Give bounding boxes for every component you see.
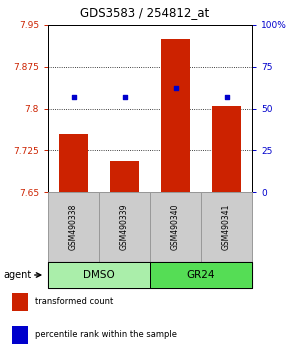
Text: GSM490340: GSM490340: [171, 204, 180, 250]
Bar: [48, 192, 99, 262]
Text: percentile rank within the sample: percentile rank within the sample: [35, 330, 177, 339]
Point: [122, 94, 127, 99]
Text: agent: agent: [3, 270, 31, 280]
Bar: [213, 106, 240, 192]
Point: [71, 94, 76, 99]
Bar: [110, 161, 139, 192]
Point: [173, 86, 178, 91]
Bar: [48, 262, 150, 288]
Text: GSM490341: GSM490341: [222, 204, 231, 250]
Text: GR24: GR24: [187, 270, 215, 280]
Bar: [150, 262, 252, 288]
Bar: [162, 39, 190, 192]
Text: DMSO: DMSO: [83, 270, 115, 280]
Text: GDS3583 / 254812_at: GDS3583 / 254812_at: [80, 6, 210, 19]
Bar: [59, 133, 88, 192]
Bar: [99, 192, 150, 262]
Bar: [12, 293, 28, 310]
Point: [224, 94, 229, 99]
Text: GSM490339: GSM490339: [120, 204, 129, 250]
Text: transformed count: transformed count: [35, 297, 113, 306]
Bar: [12, 326, 28, 343]
Bar: [150, 192, 201, 262]
Bar: [201, 192, 252, 262]
Text: GSM490338: GSM490338: [69, 204, 78, 250]
